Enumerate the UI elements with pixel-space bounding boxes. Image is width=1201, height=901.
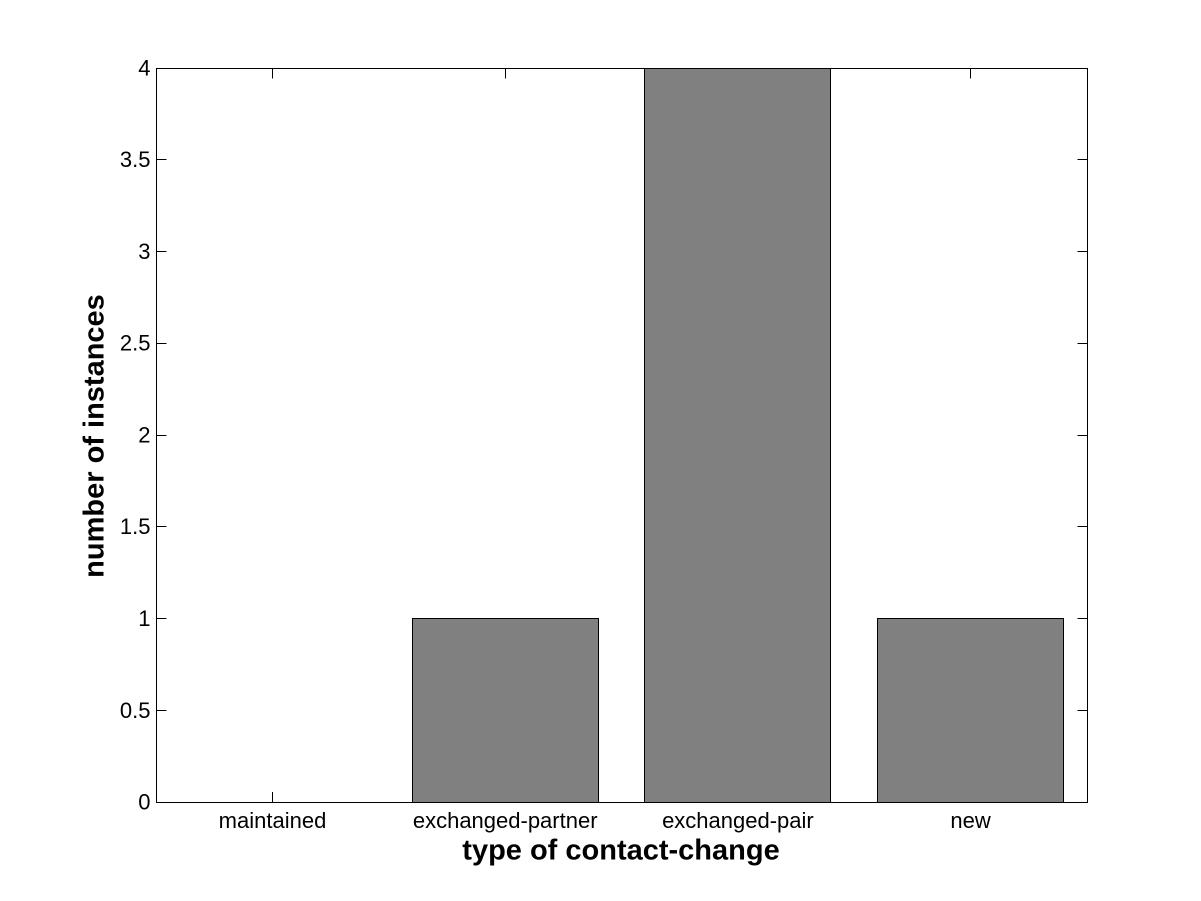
svg-text:0: 0 (138, 790, 150, 815)
svg-text:2: 2 (138, 423, 150, 448)
svg-text:exchanged-partner: exchanged-partner (413, 808, 598, 833)
svg-text:number of instances: number of instances (79, 294, 111, 578)
svg-text:new: new (950, 808, 990, 833)
svg-text:type of contact-change: type of contact-change (462, 835, 779, 867)
svg-text:3: 3 (138, 239, 150, 264)
svg-text:4: 4 (138, 56, 150, 81)
svg-text:0.5: 0.5 (120, 698, 151, 723)
svg-text:maintained: maintained (219, 808, 327, 833)
svg-text:3.5: 3.5 (120, 147, 151, 172)
svg-text:1: 1 (138, 606, 150, 631)
svg-text:2.5: 2.5 (120, 331, 151, 356)
svg-text:exchanged-pair: exchanged-pair (662, 808, 814, 833)
svg-text:1.5: 1.5 (120, 514, 151, 539)
